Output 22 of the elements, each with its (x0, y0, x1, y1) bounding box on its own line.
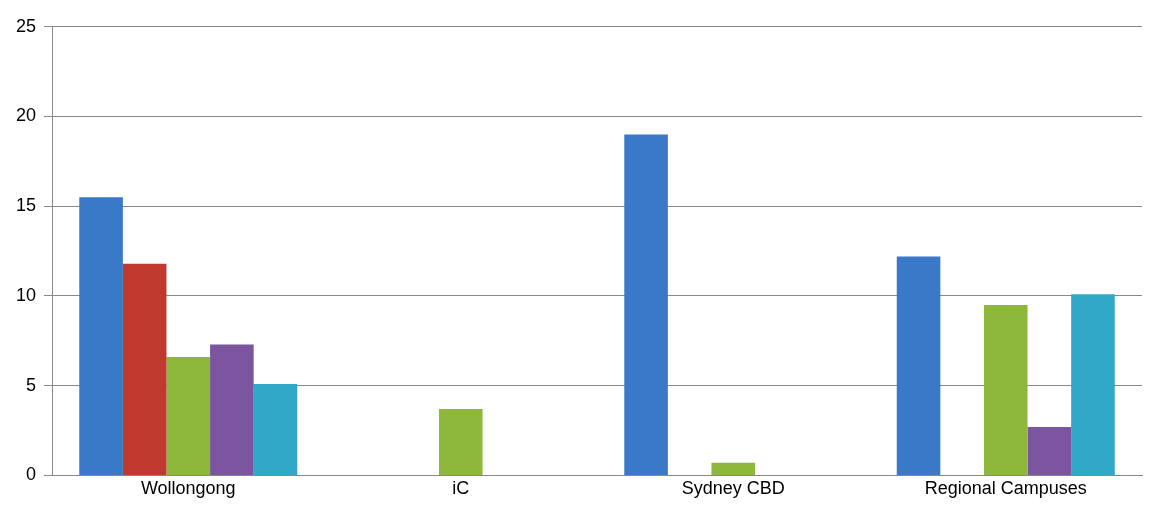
bar (253, 383, 298, 475)
y-tick-label: 15 (15, 195, 37, 216)
y-tick-label: 10 (15, 284, 37, 305)
y-tick-label: 20 (15, 105, 37, 126)
bar (1027, 426, 1072, 475)
x-tick-label: Regional Campuses (924, 478, 1087, 499)
bar (166, 356, 211, 475)
bar (1071, 294, 1115, 475)
bar (210, 344, 254, 475)
bar (896, 256, 941, 475)
y-tick-label: 5 (26, 374, 37, 395)
y-tick-label: 0 (26, 464, 37, 485)
x-tick-label: Sydney CBD (681, 478, 785, 499)
x-tick-label: iC (452, 478, 470, 499)
bar (711, 462, 756, 475)
bar (79, 197, 123, 475)
bar (438, 409, 483, 475)
y-tick-label: 25 (15, 15, 37, 36)
x-tick-label: Wollongong (140, 478, 236, 499)
bar (122, 263, 167, 475)
bar (624, 134, 668, 475)
bar (983, 304, 1028, 475)
